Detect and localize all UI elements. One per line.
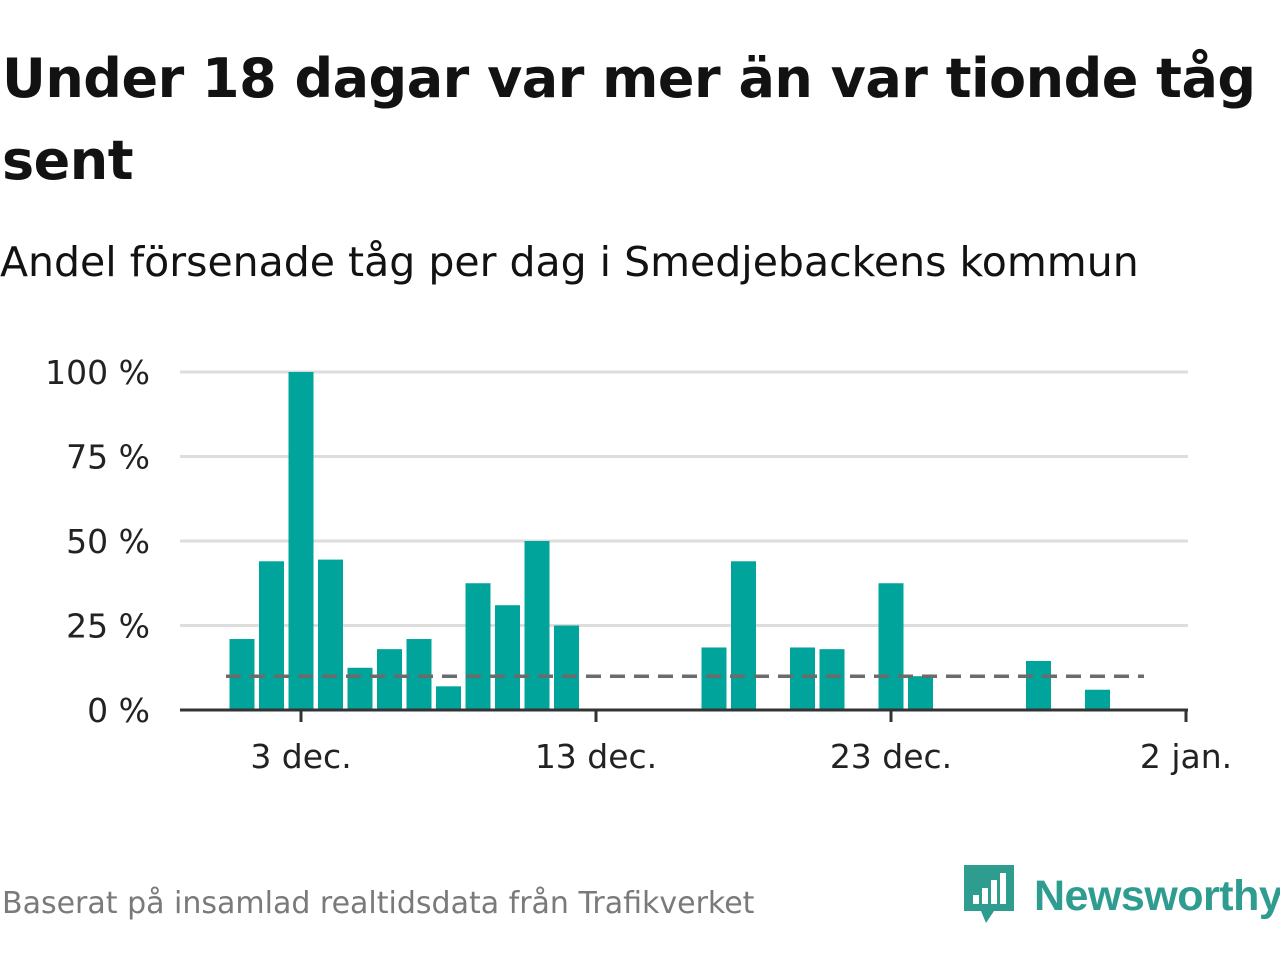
brand-logo[interactable]: Newsworthy: [964, 864, 1280, 928]
bar: [318, 559, 343, 710]
source-note: Baserat på insamlad realtidsdata från Tr…: [2, 886, 755, 921]
y-tick-label: 25 %: [66, 607, 150, 646]
bar: [554, 625, 579, 710]
bar: [790, 647, 815, 710]
x-axis: 3 dec. 13 dec. 23 dec. 2 jan.: [180, 708, 1232, 776]
bar: [1085, 689, 1110, 710]
bar: [495, 605, 520, 710]
bar: [259, 561, 284, 710]
chart-title: Under 18 dagar var mer än var tionde tåg…: [2, 47, 1256, 192]
brand-name: Newsworthy: [1034, 871, 1280, 920]
bar: [288, 372, 314, 710]
x-tick-label: 13 dec.: [535, 737, 657, 776]
y-tick-label: 50 %: [66, 522, 150, 561]
bar: [908, 676, 933, 710]
bar: [377, 649, 402, 710]
bar: [465, 583, 491, 710]
y-tick-label: 0 %: [87, 691, 150, 730]
y-tick-label: 75 %: [66, 438, 150, 477]
bar: [878, 583, 904, 710]
bars: [229, 372, 1110, 710]
bar: [347, 667, 373, 710]
bar: [701, 647, 727, 710]
chart-subtitle: Andel försenade tåg per dag i Smedjeback…: [0, 238, 1139, 286]
bar: [819, 649, 845, 710]
x-tick-label: 3 dec.: [250, 737, 351, 776]
bar: [436, 686, 461, 710]
bar: [524, 541, 550, 710]
x-tick-label: 2 jan.: [1140, 737, 1232, 776]
bar: [1026, 660, 1051, 710]
x-tick-label: 23 dec.: [830, 737, 952, 776]
newsworthy-logo-icon: [964, 865, 1014, 923]
y-tick-labels: 0 % 25 % 50 % 75 % 100 %: [45, 353, 150, 730]
grid-lines: [180, 370, 1188, 627]
bar: [731, 561, 756, 710]
y-tick-label: 100 %: [45, 353, 150, 392]
